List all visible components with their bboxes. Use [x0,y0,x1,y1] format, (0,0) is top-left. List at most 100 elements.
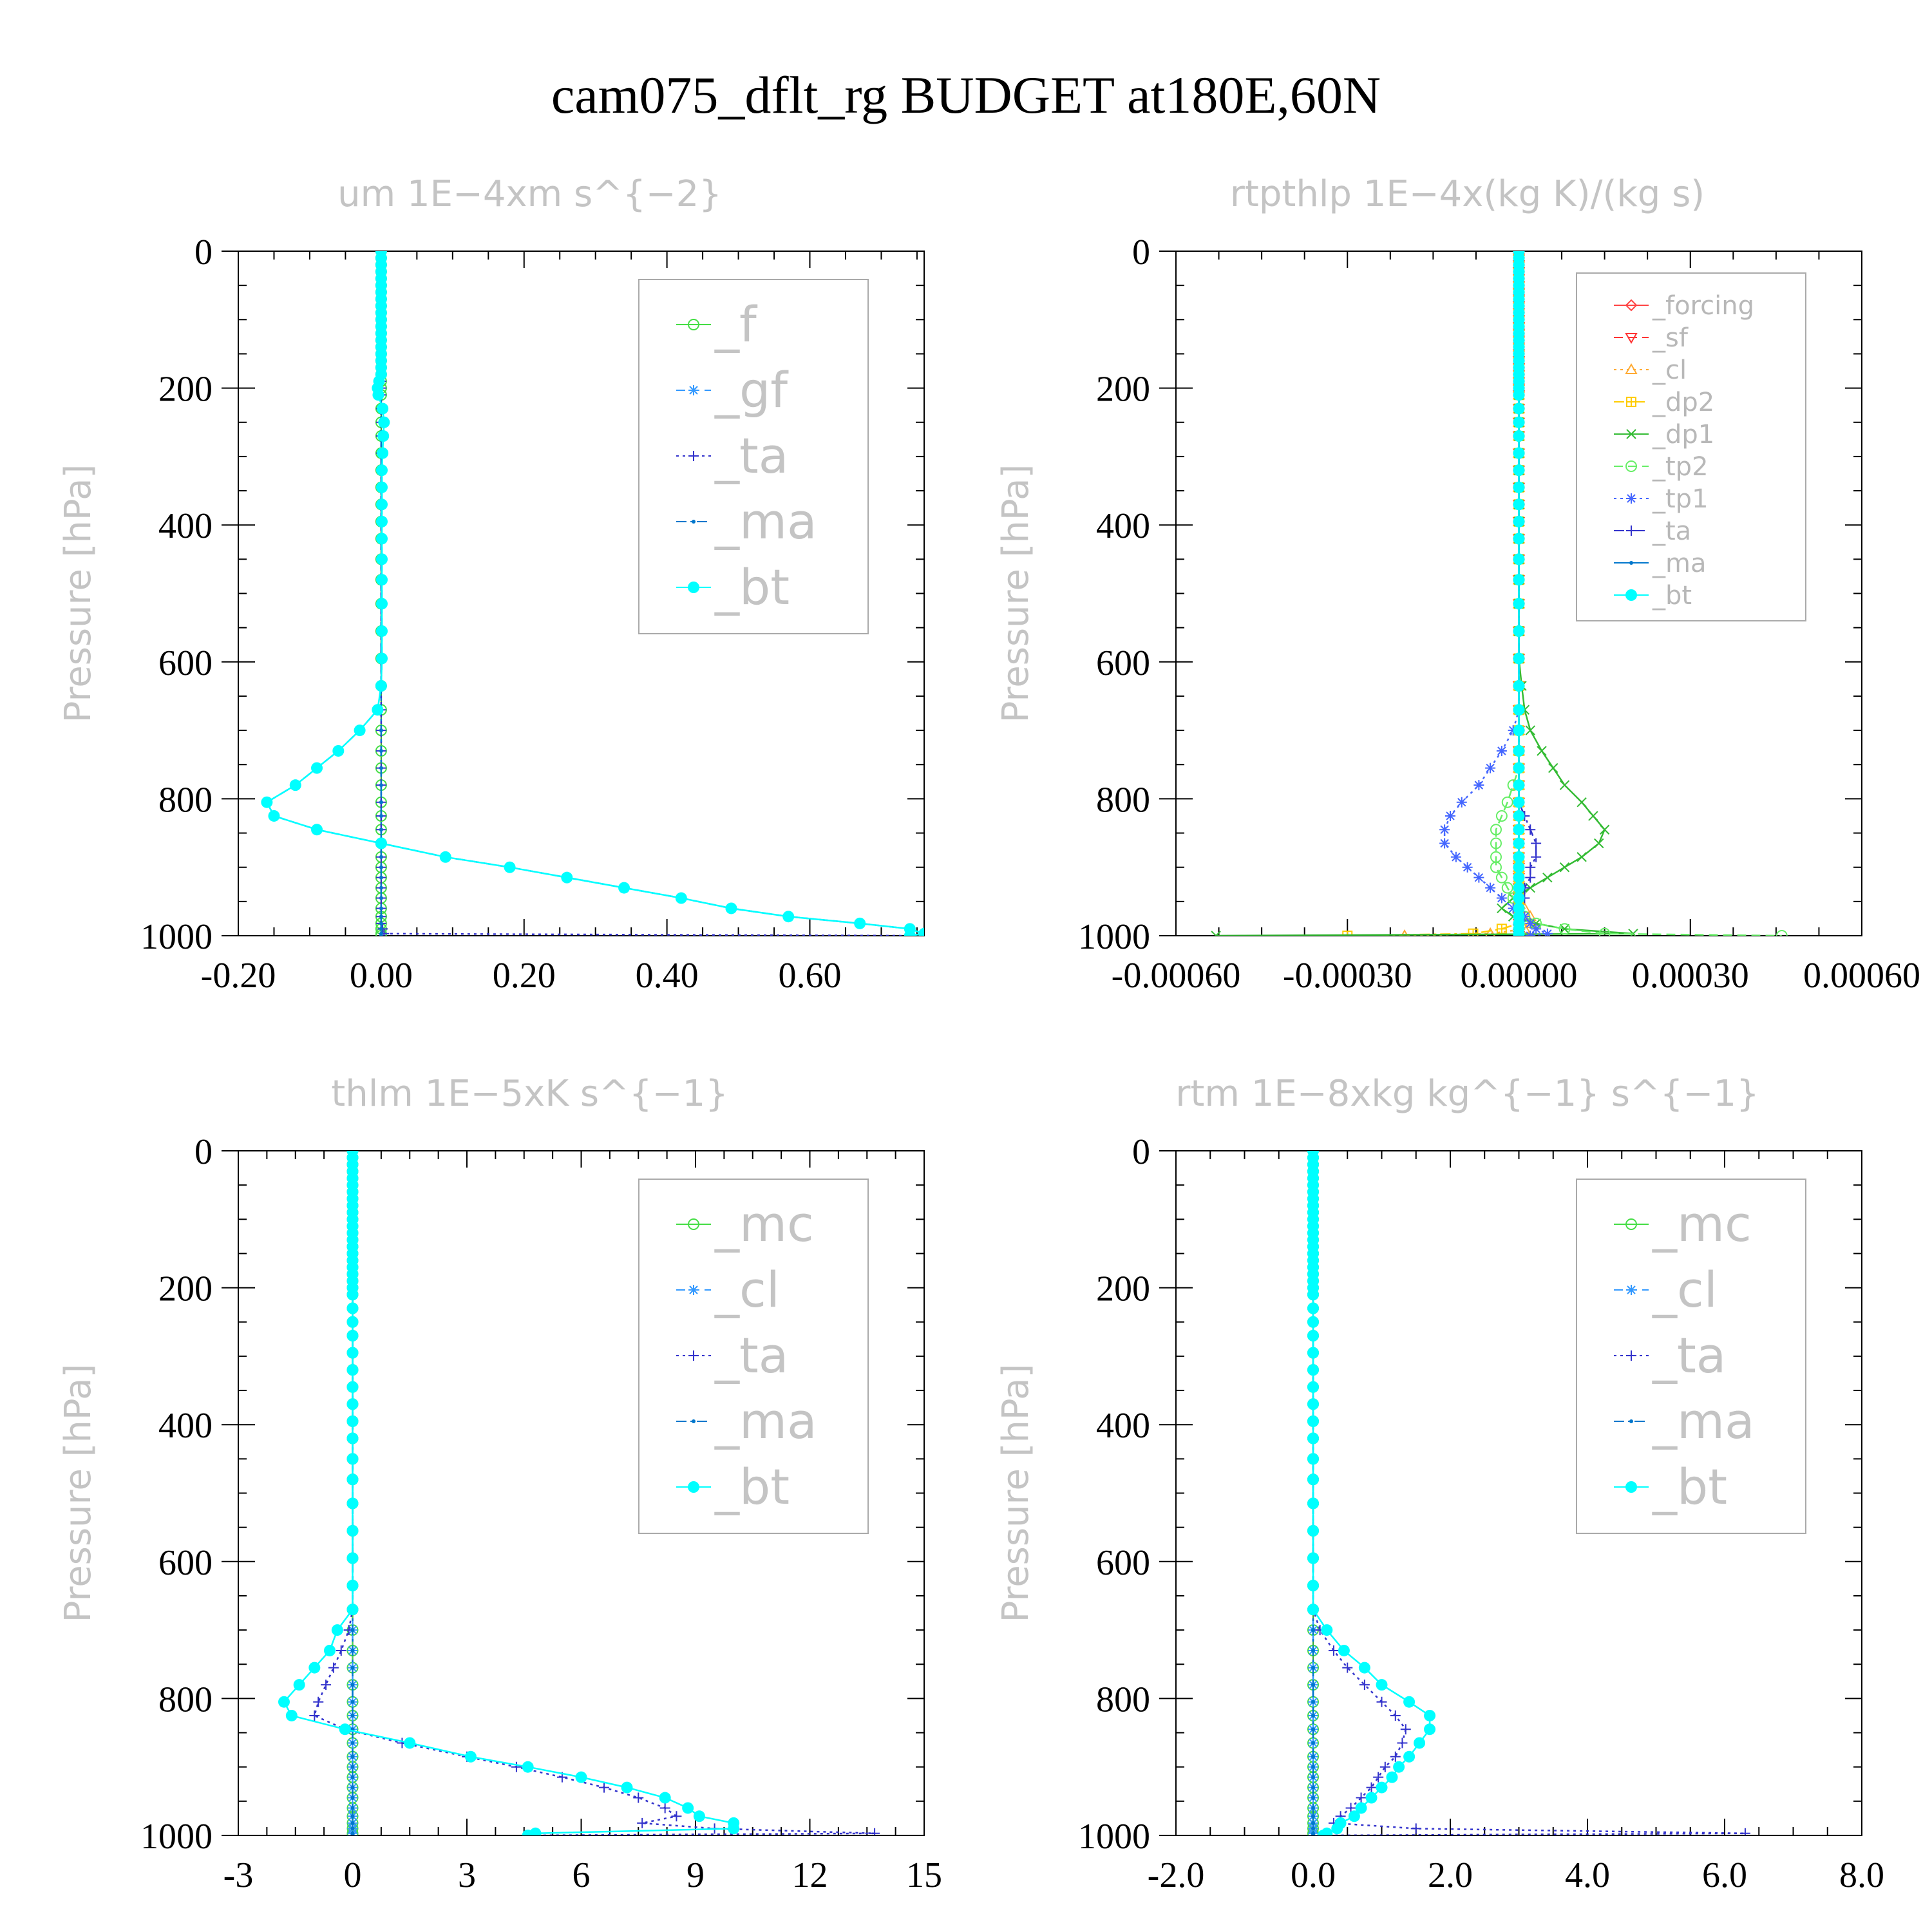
panel-2-xtick-label: -0.00060 [1112,956,1241,996]
panel-3-marker [688,1285,699,1295]
panel-4-marker [1376,1696,1387,1707]
panel-2-marker [1625,333,1638,345]
panel-2-legend-label: _tp2 [1652,452,1709,482]
panel-1-ytick-label: 400 [158,506,213,546]
panel-3: thlm 1E−5xK s^{−1} Pressure [hPa] 0 200 400 6… [57,1073,942,1895]
panel-4-marker [1376,1679,1388,1691]
panel-2-marker [1513,837,1525,849]
panel-4-marker [1311,1795,1315,1800]
panel-4-marker [1311,1741,1315,1745]
panel-2-marker [1513,762,1525,774]
panel-4-marker [1311,1775,1315,1779]
panel-2-marker [1559,862,1570,873]
panel-2-marker [1485,762,1496,773]
panel-4-legend-label: _cl [1652,1261,1718,1318]
panel-3-ytick-label: 400 [158,1406,213,1446]
panel-2-marker [1513,704,1525,716]
panel-2-marker [1445,810,1455,821]
panel-4-marker [1307,1432,1319,1444]
panel-2-marker [1525,862,1536,873]
panel-2-marker [1439,838,1450,849]
panel-1-marker [725,902,737,914]
panel-2-xtick-label: 0.00030 [1632,956,1749,996]
panel-4-marker [1410,1823,1421,1834]
panel-4-marker [1307,1497,1319,1510]
panel-2-legend-label: _sf [1652,323,1689,353]
panel-2-marker [1513,416,1525,428]
panel-4-ytick-label: 200 [1096,1269,1150,1309]
panel-2-marker [1501,796,1513,808]
panel-3-legend-label: _bt [714,1458,790,1515]
panel-1-legend-label: _gf [714,361,789,419]
panel-1-marker [268,810,280,822]
panel-1-marker [311,762,323,774]
panel-2-marker [1490,861,1502,873]
panel-1-legend-entry: _ma [676,493,817,550]
panel-3-xtick-label: -3 [223,1855,254,1895]
panel-2-legend-label: _ta [1652,516,1691,546]
panel-1-marker [904,930,916,936]
panel-3-marker [350,1785,355,1790]
panel-3-marker [313,1696,324,1707]
panel-1-marker [377,430,390,442]
panel-2-marker [1473,780,1484,791]
panel-2-legend-entry: _ma [1614,549,1706,578]
panel-3-marker [522,1830,534,1835]
panel-3-marker [346,1453,359,1465]
panel-2-marker [1525,872,1536,883]
panel-4-legend-label: _bt [1652,1458,1727,1515]
panel-3-marker [464,1750,477,1763]
panel-1-marker [377,447,389,459]
panel-4-marker [1366,1782,1377,1793]
panel-4-ytick-label: 600 [1096,1543,1150,1583]
panel-1-marker [379,828,383,832]
panel-3-marker [309,1710,320,1721]
panel-4-marker [1338,1644,1350,1656]
panel-4-legend-label: _mc [1652,1195,1752,1253]
panel-3-marker [346,1473,359,1486]
panel-2-ytick-label: 0 [1132,232,1150,272]
panel-1-legend-entry: _f [676,296,758,353]
panel-2-legend-label: _bt [1652,581,1692,611]
panel-3-marker [350,1683,355,1687]
panel-4: rtm 1E−8xkg kg^{−1} s^{−1} Pressure [hPa]… [995,1073,1884,1895]
panel-2-marker [1776,930,1788,936]
panel-3-marker [346,1432,359,1444]
panel-4-marker [1373,1772,1384,1783]
panel-2-marker [1513,464,1525,477]
panel-2-marker [1513,625,1525,637]
panel-3-marker [350,1754,355,1759]
panel-4-marker [1311,1648,1315,1653]
panel-1-marker [375,652,388,665]
panel-2-marker [1513,680,1525,692]
panel-4-marker [1311,1826,1315,1831]
panel-4-marker [1376,1781,1388,1794]
panel-1-series-bt [261,251,924,936]
panel-1-marker [379,886,383,890]
panel-4-marker [1307,1289,1319,1301]
panel-4-series-group [1307,1151,1750,1835]
panel-1-marker [375,625,388,637]
panel-3-legend: _mc _cl _ta _ma _bt [638,1179,869,1534]
panel-2-marker [1513,447,1525,459]
panel-4-marker [1311,1814,1315,1819]
panel-2-series-group [1211,251,1788,936]
panel-4-legend-entry: _mc [1614,1195,1752,1253]
panel-4-marker [1307,1330,1319,1342]
panel-2-marker [1513,533,1525,545]
panel-4-marker [1307,1381,1319,1393]
panel-4-marker [1321,1624,1333,1636]
panel-4-marker [1307,1415,1319,1427]
panel-1-marker [379,855,383,859]
panel-2-legend-label: _cl [1652,355,1687,385]
panel-2-legend-entry: _dp1 [1614,420,1714,450]
panel-3-marker [693,1810,705,1823]
figure-title: cam075_dflt_rg BUDGET at180E,60N [551,66,1381,124]
panel-2-marker [1513,892,1525,904]
panel-2-marker [1513,930,1525,936]
panel-1-marker [375,680,387,692]
panel-1-marker [375,464,388,477]
panel-3-marker [350,1665,355,1670]
panel-2-ytick-label: 400 [1096,506,1150,546]
panel-2-marker [1485,882,1496,893]
